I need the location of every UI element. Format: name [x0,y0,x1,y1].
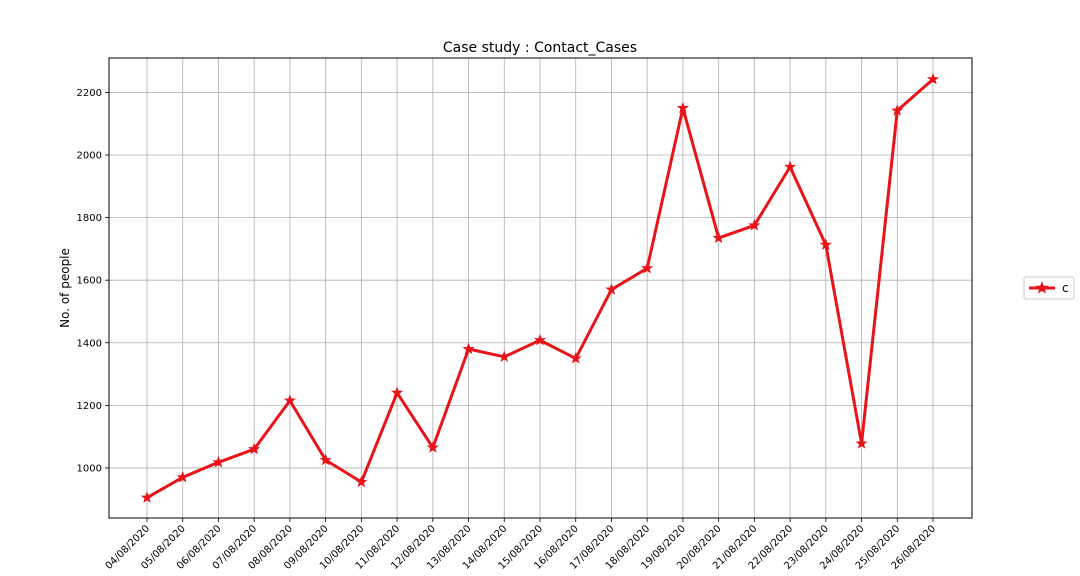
y-tick-label: 1400 [77,338,102,349]
data-point-marker [891,104,904,116]
plot-frame [108,57,973,519]
y-tick-label: 2000 [77,151,102,162]
data-point-marker [498,350,511,362]
chart-title: Case study : Contact_Cases [443,40,637,56]
data-point-marker [319,453,332,466]
data-point-marker [926,72,940,85]
legend: c [1023,276,1075,300]
y-tick-label: 1800 [77,213,102,224]
data-point-marker [283,394,296,406]
data-point-marker [676,101,689,114]
legend-label: c [1062,281,1069,295]
data-point-marker [819,238,832,250]
data-point-marker [784,160,797,173]
data-point-marker [712,231,725,244]
data-point-marker [641,261,654,274]
x-axis: 04/08/202005/08/202006/08/202007/08/2020… [104,518,938,572]
data-point-marker [212,455,225,468]
y-tick-label: 1200 [77,401,102,412]
data-point-marker [605,283,618,295]
data-point-marker [355,475,368,488]
data-point-marker [462,342,475,355]
data-point-marker [140,491,154,503]
data-point-marker [391,386,404,398]
legend-marker [1035,281,1049,294]
data-point-marker [569,352,582,364]
y-tick-label: 2200 [77,88,102,99]
data-point-marker [176,470,189,483]
y-axis-label: No. of people [58,248,72,328]
data-point-marker [855,437,868,449]
grid [109,58,972,518]
data-point-marker [748,219,761,231]
data-point-marker [248,442,261,455]
y-axis: 1000 1200 1400 1600 1800 2000 2200 [77,88,109,474]
data-point-marker [426,441,439,453]
data-point-marker [533,333,547,346]
series-group [140,72,940,503]
y-tick-label: 1600 [77,276,102,287]
y-tick-label: 1000 [77,463,102,474]
